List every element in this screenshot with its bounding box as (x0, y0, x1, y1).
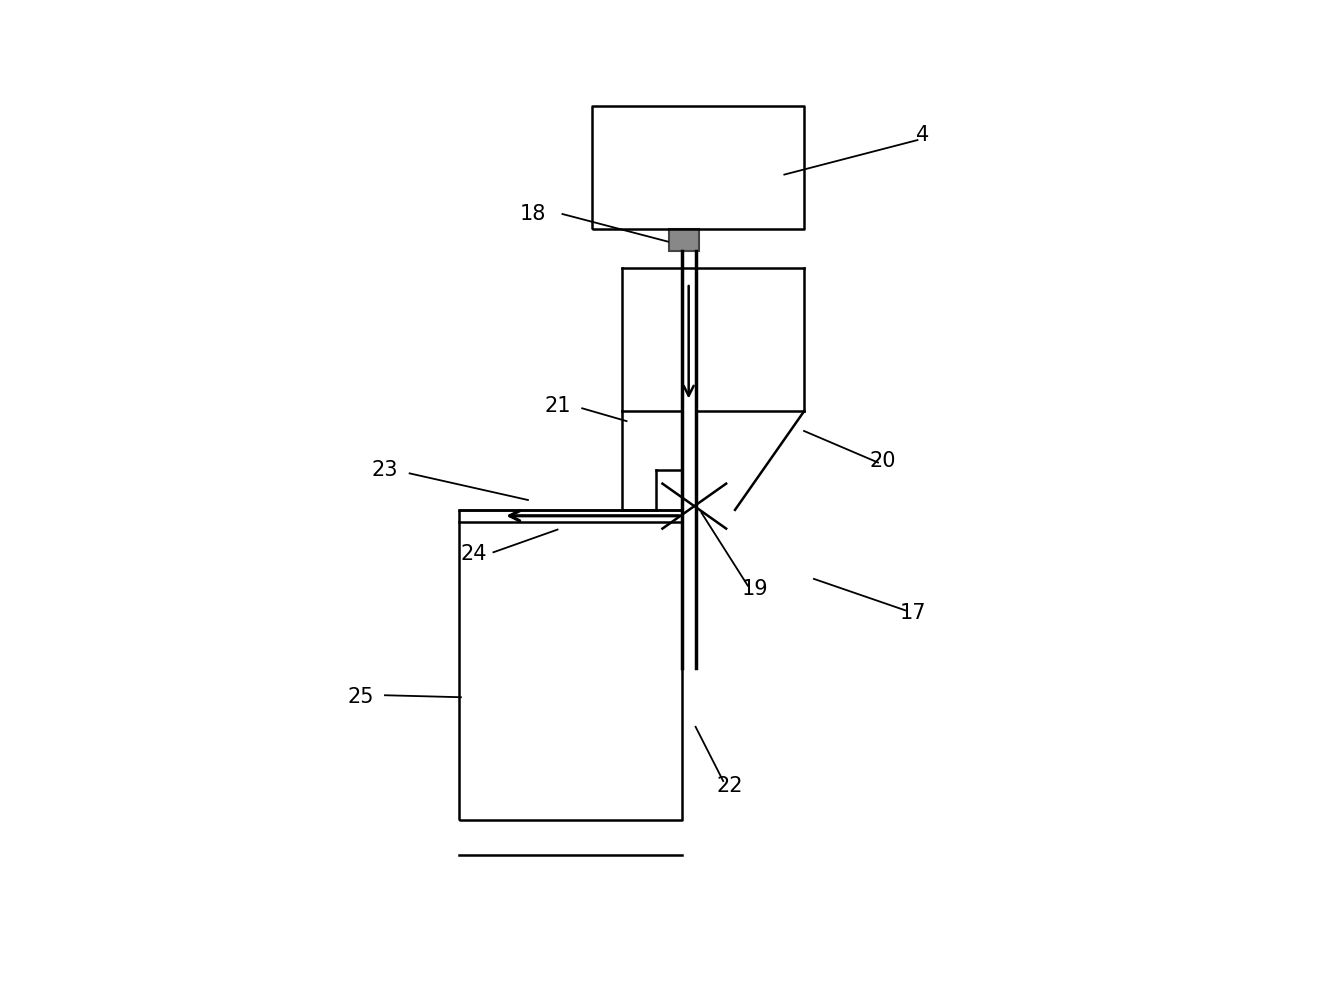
Text: 18: 18 (519, 204, 546, 224)
Text: 4: 4 (916, 125, 928, 145)
Text: 24: 24 (461, 544, 488, 564)
Text: 17: 17 (899, 603, 926, 623)
Text: 21: 21 (545, 396, 571, 416)
Text: 25: 25 (348, 687, 373, 707)
Text: 19: 19 (742, 579, 769, 599)
Bar (669, 229, 698, 251)
Text: 23: 23 (372, 460, 398, 480)
Text: 22: 22 (717, 776, 743, 796)
Text: 20: 20 (870, 451, 896, 471)
